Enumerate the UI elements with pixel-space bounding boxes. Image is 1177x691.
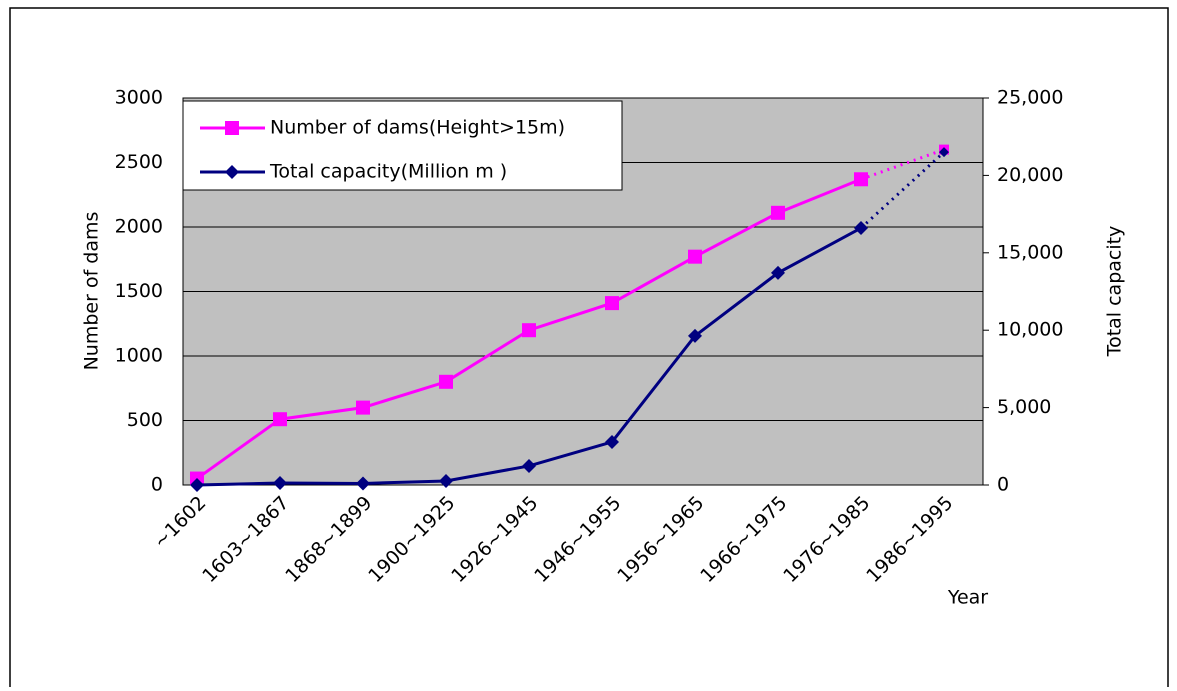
y-axis-label: Number of dams: [81, 212, 103, 371]
legend: [182, 100, 623, 191]
y-tick-label: 500: [127, 409, 163, 431]
marker: [605, 434, 619, 449]
y-tick-label: 0: [151, 474, 163, 496]
legend-label: Total capacity(Million m ): [269, 161, 507, 183]
y2-tick-label: 15,000: [997, 241, 1063, 263]
marker: [939, 147, 949, 158]
marker: [688, 328, 702, 343]
legend-marker: [225, 121, 239, 135]
marker: [273, 475, 287, 490]
y2-tick-label: 20,000: [997, 164, 1063, 186]
series-line-dotted: [859, 151, 946, 230]
marker: [522, 458, 536, 473]
legend-label: Number of dams(Height>15m): [270, 117, 565, 139]
marker: [605, 296, 619, 311]
marker: [439, 374, 453, 389]
marker: [771, 205, 785, 220]
legend-marker: [225, 165, 239, 179]
x-axis-label: Year: [947, 587, 988, 609]
marker: [356, 476, 370, 491]
marker: [771, 265, 785, 280]
y2-tick-label: 10,000: [997, 319, 1063, 341]
y-tick-label: 2000: [115, 216, 163, 238]
y-tick-label: 1000: [115, 345, 163, 367]
marker: [356, 400, 370, 415]
y2-tick-label: 5,000: [997, 396, 1051, 418]
marker: [439, 473, 453, 488]
y2-tick-label: 25,000: [997, 87, 1063, 109]
marker: [854, 221, 868, 236]
y-tick-label: 1500: [115, 280, 163, 302]
marker: [688, 249, 702, 264]
y2-tick-label: 0: [997, 474, 1009, 496]
y-tick-label: 3000: [115, 87, 163, 109]
marker: [522, 323, 536, 338]
marker: [190, 478, 204, 492]
y2-axis-label: Total capacity: [1104, 226, 1126, 358]
marker: [273, 412, 287, 427]
marker: [854, 172, 868, 187]
series-line-dotted: [860, 148, 945, 181]
y-tick-label: 2500: [115, 151, 163, 173]
